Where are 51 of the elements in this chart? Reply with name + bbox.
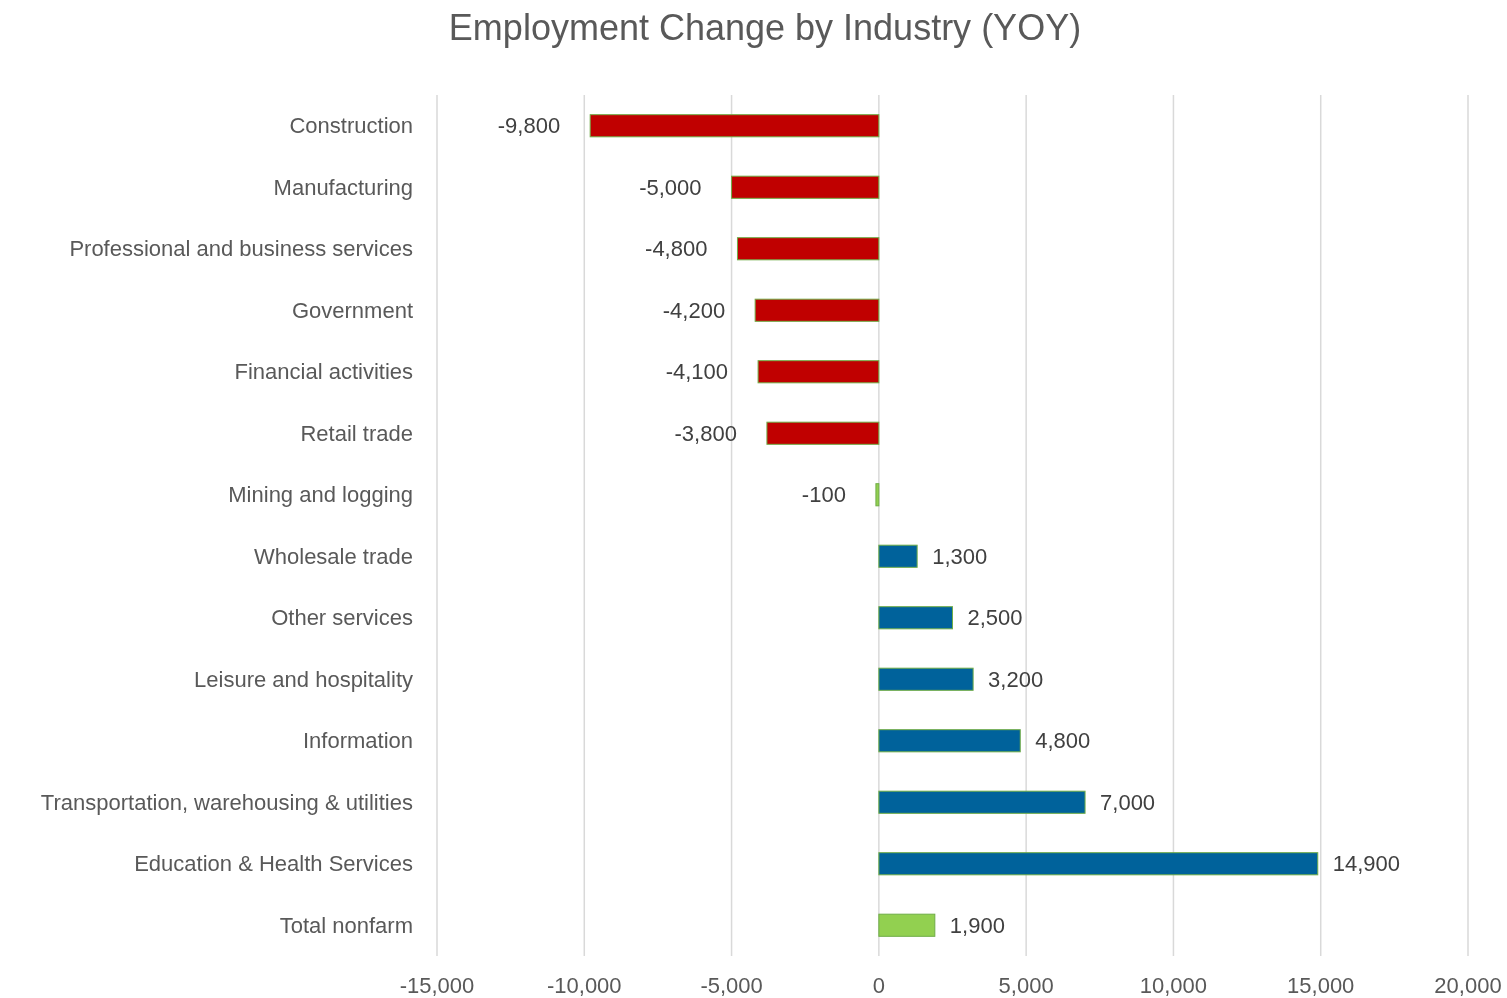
x-tick-label: 5,000 [998,972,1054,998]
bar [878,913,936,937]
bar [878,606,953,630]
data-label: -100 [801,482,846,508]
y-tick-label: Information [302,728,413,754]
y-tick-label: Wholesale trade [254,543,413,569]
y-tick-label: Other services [271,605,413,631]
x-tick-label: 20,000 [1434,972,1502,998]
data-label: -3,800 [674,420,737,446]
data-label: 3,200 [988,666,1044,692]
y-tick-label: Professional and business services [69,236,413,262]
bar [766,421,880,445]
x-tick-label: -5,000 [700,972,763,998]
data-label: 7,000 [1100,789,1156,815]
x-tick-label: -15,000 [399,972,475,998]
y-tick-label: Retail trade [300,420,413,446]
x-tick-label: 15,000 [1287,972,1355,998]
bar [736,237,880,261]
y-tick-label: Manufacturing [273,174,413,200]
bar [878,790,1086,814]
y-tick-label: Construction [289,113,413,139]
bar [878,667,974,691]
data-label: 1,900 [949,912,1005,938]
data-label: -4,200 [662,297,726,323]
bar [878,544,918,568]
y-tick-label: Government [291,297,413,323]
data-label: 4,800 [1035,728,1091,754]
bar [878,852,1319,876]
y-tick-label: Financial activities [234,359,413,385]
bar [875,483,880,507]
chart-title: Employment Change by Industry (YOY) [448,7,1082,48]
x-tick-label: 0 [872,972,885,998]
y-tick-label: Mining and logging [228,482,413,508]
y-tick-label: Education & Health Services [134,851,413,877]
bar [731,175,880,199]
bar [757,360,880,384]
data-label: 2,500 [967,605,1023,631]
data-label: -5,000 [639,174,702,200]
bar [589,114,880,138]
x-tick-label: 10,000 [1139,972,1208,998]
y-tick-label: Leisure and hospitality [194,666,413,692]
data-label: -9,800 [497,113,561,139]
bar [878,729,1021,753]
bar [754,298,880,322]
data-label: 14,900 [1332,851,1401,877]
data-label: -4,800 [645,236,708,262]
y-tick-label: Transportation, warehousing & utilities [40,789,413,815]
x-tick-label: -10,000 [546,972,622,998]
data-label: 1,300 [932,543,988,569]
y-tick-label: Total nonfarm [279,912,413,938]
data-label: -4,100 [665,359,729,385]
